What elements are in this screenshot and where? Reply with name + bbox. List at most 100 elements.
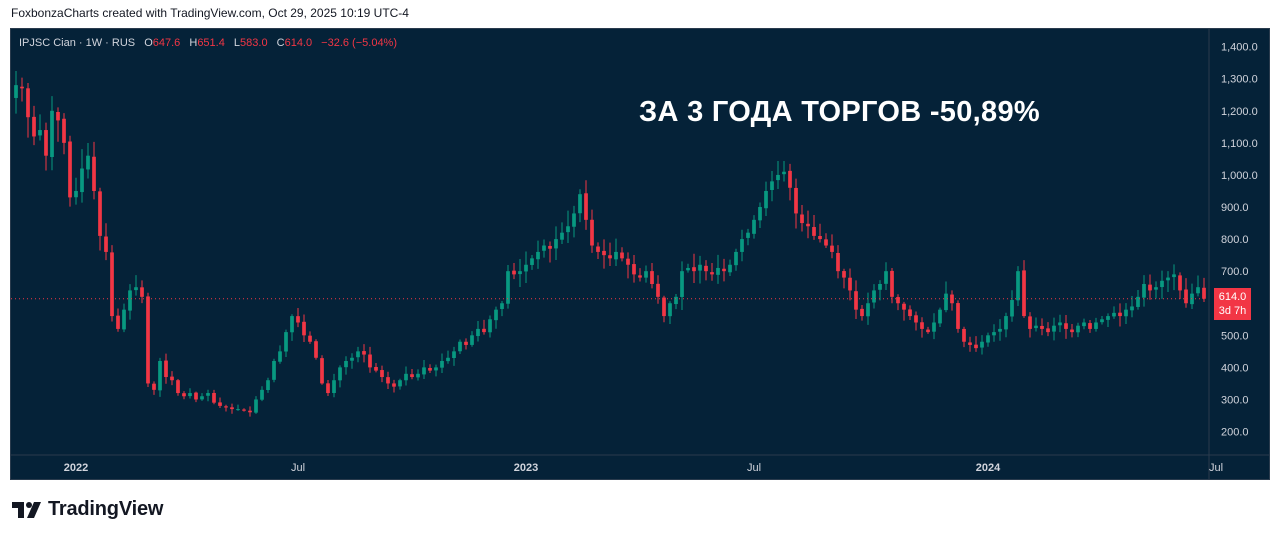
- tradingview-logo-text: TradingView: [48, 498, 164, 520]
- last-price-tag: 614.0 3d 7h: [1214, 288, 1251, 320]
- candle-body: [62, 118, 66, 143]
- candle-body: [458, 341, 462, 352]
- candle-body: [464, 341, 468, 345]
- candle-body: [1034, 325, 1038, 329]
- chart-panel[interactable]: 200.0300.0400.0500.0600.0700.0800.0900.0…: [10, 28, 1270, 480]
- candle-body: [140, 287, 144, 297]
- candle-body: [416, 373, 420, 378]
- legend-low-label: L: [233, 37, 241, 49]
- candle-body: [98, 191, 102, 236]
- candle-body: [176, 380, 180, 394]
- candle-body: [638, 275, 642, 278]
- candle-body: [488, 319, 492, 333]
- legend-high-value: 651.4: [197, 37, 225, 49]
- candle-body: [1184, 289, 1188, 304]
- candle-body: [26, 88, 30, 118]
- candle-body: [578, 194, 582, 214]
- candle-body: [254, 399, 258, 413]
- candle-body: [740, 239, 744, 252]
- candle-body: [422, 367, 426, 375]
- candle-body: [986, 335, 990, 343]
- candle-body: [128, 290, 132, 311]
- candle-body: [1100, 319, 1104, 323]
- candle-body: [68, 141, 72, 198]
- candlestick-chart[interactable]: 200.0300.0400.0500.0600.0700.0800.0900.0…: [11, 29, 1270, 480]
- candle-body: [974, 344, 978, 349]
- bar-countdown: 3d 7h: [1218, 305, 1247, 317]
- candle-body: [614, 251, 618, 260]
- candle-body: [842, 271, 846, 278]
- candle-body: [1178, 275, 1182, 291]
- candle-body: [902, 303, 906, 310]
- tradingview-logo[interactable]: TradingView: [12, 498, 163, 521]
- y-tick-label: 1,100.0: [1221, 138, 1258, 150]
- candle-body: [680, 271, 684, 297]
- candle-body: [116, 315, 120, 329]
- last-price-value: 614.0: [1218, 291, 1247, 303]
- candle-body: [650, 271, 654, 284]
- candle-body: [518, 271, 522, 275]
- candle-body: [122, 309, 126, 330]
- candle-body: [74, 190, 78, 198]
- candle-body: [242, 409, 246, 411]
- candle-body: [806, 223, 810, 227]
- candle-body: [200, 396, 204, 400]
- candle-body: [206, 393, 210, 396]
- y-tick-label: 300.0: [1221, 394, 1249, 406]
- candle-body: [656, 283, 660, 297]
- candle-body: [182, 393, 186, 397]
- candle-body: [1064, 323, 1068, 329]
- candle-body: [50, 110, 54, 158]
- candle-body: [218, 402, 222, 406]
- candle-body: [782, 171, 786, 175]
- candle-body: [524, 264, 528, 272]
- candle-body: [80, 168, 84, 193]
- candle-body: [644, 271, 648, 278]
- y-tick-label: 1,400.0: [1221, 42, 1258, 54]
- candle-body: [194, 392, 198, 400]
- candle-body: [320, 358, 324, 384]
- y-tick-label: 400.0: [1221, 362, 1249, 374]
- y-tick-label: 500.0: [1221, 330, 1249, 342]
- candle-body: [908, 309, 912, 317]
- candle-body: [956, 303, 960, 329]
- candle-body: [1040, 325, 1044, 329]
- y-tick-label: 1,200.0: [1221, 106, 1258, 118]
- candle-body: [1076, 325, 1080, 333]
- candle-body: [332, 380, 336, 394]
- candle-body: [566, 226, 570, 233]
- candle-body: [290, 316, 294, 333]
- candle-body: [776, 174, 780, 181]
- legend-close-label: C: [276, 37, 285, 49]
- x-tick-label: Jul: [291, 462, 305, 474]
- candle-body: [992, 332, 996, 336]
- candle-body: [1202, 287, 1206, 299]
- legend-change: −32.6 (−5.04%): [321, 37, 398, 49]
- candle-body: [512, 270, 516, 275]
- candle-body: [278, 351, 282, 362]
- candle-body: [596, 246, 600, 252]
- x-tick-label: 2022: [64, 462, 88, 474]
- x-tick-label: Jul: [1209, 462, 1223, 474]
- candle-body: [428, 367, 432, 371]
- candle-body: [788, 170, 792, 188]
- candle-body: [146, 296, 150, 384]
- candle-body: [1022, 270, 1026, 317]
- candle-body: [1070, 329, 1074, 333]
- candle-body: [20, 86, 24, 89]
- candle-body: [188, 393, 192, 397]
- candle-body: [920, 322, 924, 329]
- candle-body: [1196, 287, 1200, 294]
- legend-symbol: IPJSC Cian · 1W · RUS: [19, 37, 136, 49]
- legend-high-label: H: [189, 37, 198, 49]
- candle-body: [890, 270, 894, 297]
- candle-body: [398, 380, 402, 387]
- candle-body: [848, 277, 852, 291]
- candle-body: [110, 252, 114, 317]
- candle-body: [944, 293, 948, 311]
- candle-body: [434, 367, 438, 371]
- candle-body: [536, 251, 540, 260]
- candle-body: [1094, 322, 1098, 329]
- y-tick-label: 200.0: [1221, 427, 1249, 439]
- candle-body: [386, 377, 390, 384]
